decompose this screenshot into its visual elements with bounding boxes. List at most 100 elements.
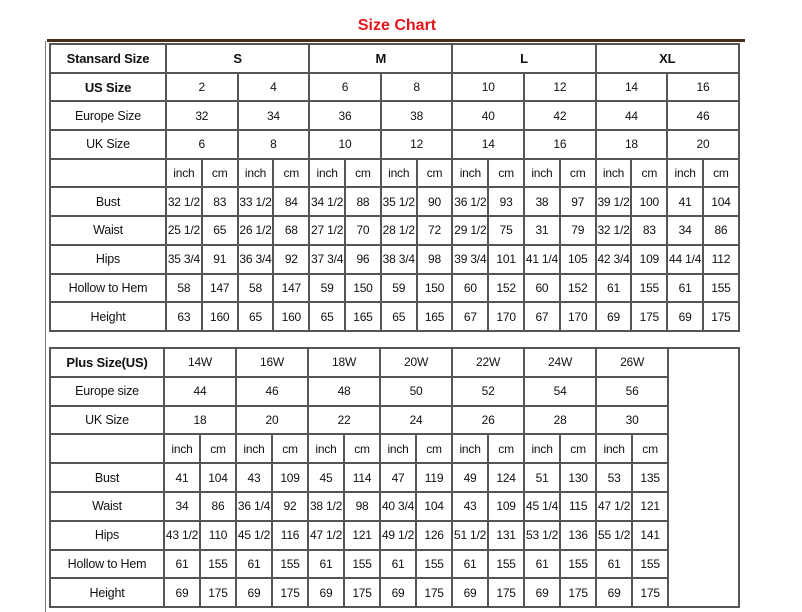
measurement-value: 160	[200, 301, 239, 332]
size-value: 12	[379, 129, 454, 160]
measurement-value: 67	[451, 301, 490, 332]
measurement-value: 53	[595, 462, 634, 493]
size-value: 40	[451, 100, 526, 132]
chart-title: Size Chart	[357, 17, 437, 34]
measurement-value: 65	[308, 301, 347, 332]
measurement-value: 67	[523, 301, 561, 332]
measurement-value: 109	[271, 462, 310, 493]
measurement-value: 105	[558, 243, 597, 275]
measurement-value: 49 1/2	[379, 519, 418, 551]
size-value: 14	[451, 129, 526, 160]
table-row: UK Size 18 20 22 24 26 28 30	[49, 404, 739, 436]
measurement-value: 26 1/2	[236, 215, 275, 246]
measurement-value: 38 3/4	[379, 243, 418, 275]
measurement-value: 150	[344, 272, 382, 304]
table-row: Height 69 175 69 175 69 175 69 175 69 175 69 175 69 17…	[49, 577, 739, 609]
measurement-value: 37 3/4	[308, 243, 347, 275]
measurement-value: 51	[523, 462, 562, 493]
measurement-value: 61	[666, 272, 705, 304]
measurement-value: 69	[594, 301, 633, 332]
measurement-value: 165	[415, 301, 454, 332]
size-header: 16W	[235, 347, 310, 378]
empty-label-cell	[49, 157, 167, 189]
size-value: 10	[308, 129, 382, 160]
size-value: 46	[235, 375, 310, 407]
measurement-value: 130	[559, 462, 598, 493]
measurement-value: 60	[451, 272, 490, 304]
measurement-value: 175	[631, 577, 670, 609]
table-row: Hips 43 1/2 110 45 1/2 116 47 1/2 121 49 1/2 126…	[49, 519, 739, 551]
measurement-value: 86	[702, 215, 740, 246]
row-header-label: Plus Size(US)	[49, 347, 165, 378]
measurement-value: 32 1/2	[594, 215, 633, 246]
unit-header: inch	[379, 157, 418, 189]
size-value: 24	[379, 404, 454, 436]
measurement-value: 147	[200, 272, 239, 304]
row-header-label: Stansard Size	[49, 43, 167, 74]
unit-header: inch	[165, 157, 203, 189]
size-value: 28	[523, 404, 598, 436]
size-value: 54	[523, 375, 598, 407]
size-value: 18	[162, 404, 238, 436]
measurement-value: 47 1/2	[595, 490, 634, 522]
measurement-value: 60	[523, 272, 561, 304]
plus-size-table: Plus Size(US) 14W 16W 18W 20W 22W 24W 26W Europe…	[49, 346, 741, 609]
size-header: 26W	[595, 347, 670, 378]
measurement-value: 155	[415, 548, 454, 580]
table-row: Bust 32 1/2 83 33 1/2 84 34 1/2 88 35 1/2 90 36 1…	[49, 186, 740, 218]
measurement-value: 97	[558, 186, 597, 218]
size-header: 24W	[523, 347, 598, 378]
size-group-header: M	[308, 43, 454, 74]
size-group-header: XL	[594, 43, 740, 74]
unit-header: cm	[343, 433, 382, 465]
size-header: 18W	[307, 347, 382, 378]
table-row: Height 63 160 65 160 65 165 65 165 67 170 67 170 69 17…	[49, 301, 740, 332]
measurement-value: 40 3/4	[379, 490, 418, 522]
measurement-value: 61	[307, 548, 346, 580]
size-value: 44	[594, 100, 669, 132]
measurement-value: 45 1/4	[523, 490, 562, 522]
measurement-value: 160	[272, 301, 311, 332]
measurement-value: 88	[344, 186, 382, 218]
unit-header: cm	[487, 157, 526, 189]
measurement-value: 68	[272, 215, 311, 246]
measurement-value: 31	[523, 215, 561, 246]
measurement-value: 32 1/2	[165, 186, 203, 218]
measurement-value: 61	[163, 548, 201, 580]
unit-header: cm	[271, 433, 310, 465]
top-divider	[47, 39, 745, 42]
measurement-value: 29 1/2	[451, 215, 490, 246]
measurement-value: 175	[559, 577, 598, 609]
measurement-value: 83	[630, 215, 669, 246]
row-label: Waist	[49, 490, 165, 522]
measurement-value: 49	[451, 462, 490, 493]
table-row: UK Size 6 8 10 12 14 16 18 20	[49, 129, 740, 160]
measurement-value: 104	[415, 490, 454, 522]
measurement-value: 61	[379, 548, 418, 580]
unit-header: inch	[523, 157, 561, 189]
measurement-value: 147	[272, 272, 311, 304]
measurement-value: 27 1/2	[308, 215, 347, 246]
size-value: 42	[523, 100, 597, 132]
measurement-value: 121	[631, 490, 670, 522]
unit-header: inch	[236, 157, 275, 189]
unit-header: cm	[272, 157, 311, 189]
measurement-value: 69	[666, 301, 705, 332]
measurement-value: 155	[198, 548, 238, 580]
measurement-value: 114	[343, 462, 382, 493]
unit-header: cm	[702, 157, 740, 189]
size-header: 22W	[451, 347, 526, 378]
unit-header: cm	[415, 433, 454, 465]
size-value: 32	[165, 100, 239, 132]
measurement-value: 41	[163, 462, 201, 493]
measurement-value: 155	[702, 272, 740, 304]
size-value: 36	[308, 100, 382, 132]
row-label: Hips	[49, 519, 165, 551]
measurement-value: 170	[487, 301, 526, 332]
measurement-value: 25 1/2	[165, 215, 203, 246]
table-row: Hollow to Hem 61 155 61 155 61 155 61 155 61 155 61…	[49, 548, 739, 580]
measurement-value: 34 1/2	[308, 186, 347, 218]
measurement-value: 155	[631, 548, 670, 580]
unit-header: cm	[631, 433, 670, 465]
size-value: 10	[451, 71, 526, 103]
